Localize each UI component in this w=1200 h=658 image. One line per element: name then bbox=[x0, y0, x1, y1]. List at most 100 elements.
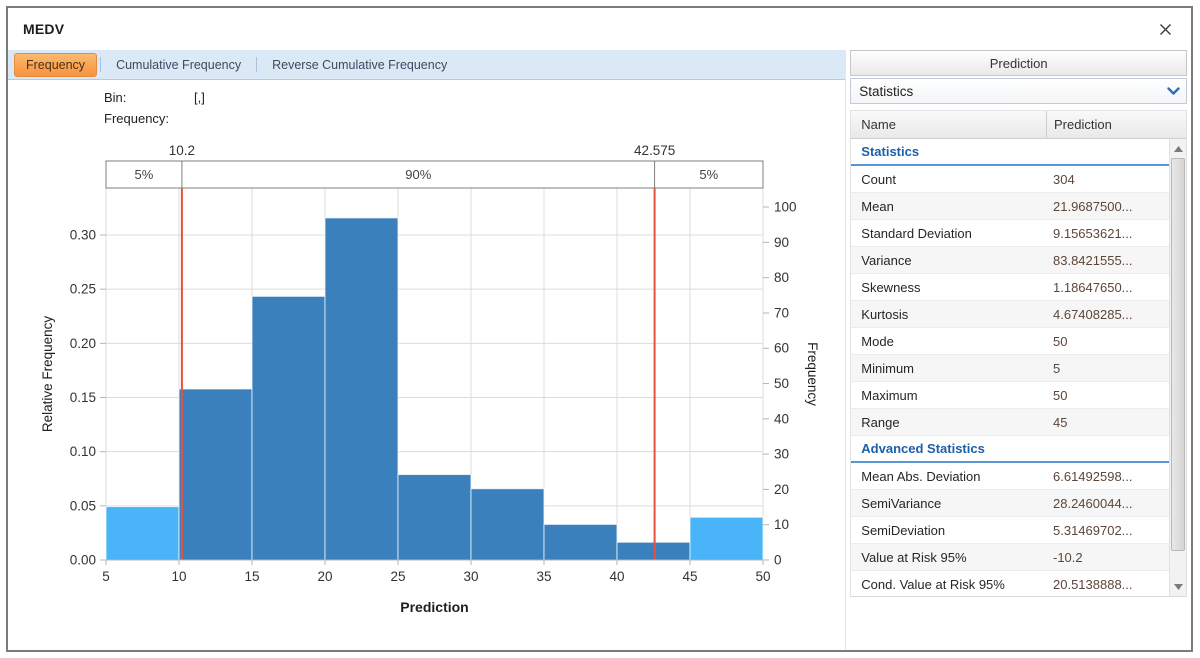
close-icon bbox=[1159, 23, 1171, 35]
y-right-tick-label: 90 bbox=[774, 235, 789, 250]
x-tick-label: 45 bbox=[682, 569, 697, 584]
main-area: Frequency Cumulative Frequency Reverse Cum… bbox=[8, 50, 1191, 650]
grid-body: Statistics Count 304 Mean 21.9687500... Stand… bbox=[851, 139, 1169, 596]
stat-value: 6.61492598... bbox=[1053, 468, 1133, 484]
y-right-tick-label: 80 bbox=[774, 270, 789, 285]
stat-value: 21.9687500... bbox=[1053, 198, 1133, 214]
stat-name: SemiVariance bbox=[861, 495, 942, 511]
y-left-tick-label: 0.20 bbox=[70, 336, 96, 351]
y-right-tick-label: 20 bbox=[774, 482, 789, 497]
prediction-column-header[interactable]: Prediction bbox=[850, 50, 1187, 76]
percentile-marker-value: 42.575 bbox=[634, 143, 675, 158]
histogram-bar[interactable] bbox=[178, 388, 253, 561]
y-left-tick-label: 0.30 bbox=[70, 228, 96, 243]
statistics-dropdown-value: Statistics bbox=[859, 83, 914, 99]
tab-frequency[interactable]: Frequency bbox=[14, 52, 98, 77]
table-row[interactable]: Variance 83.8421555... bbox=[851, 247, 1169, 274]
x-tick-label: 35 bbox=[536, 569, 551, 584]
y-right-tick-label: 50 bbox=[774, 376, 789, 391]
bin-label: Bin: bbox=[104, 90, 127, 105]
y-right-tick-label: 100 bbox=[774, 200, 797, 215]
stat-name: Skewness bbox=[861, 279, 921, 295]
stat-value: -10.2 bbox=[1053, 549, 1083, 565]
histogram-bar[interactable] bbox=[689, 516, 764, 561]
histogram-bar[interactable] bbox=[105, 506, 180, 561]
y-right-tick-label: 10 bbox=[774, 517, 789, 532]
y-right-tick-label: 30 bbox=[774, 447, 789, 462]
histogram-bar[interactable] bbox=[324, 217, 399, 561]
table-row[interactable]: Standard Deviation 9.15653621... bbox=[851, 220, 1169, 247]
y-left-tick-label: 0.05 bbox=[70, 498, 96, 513]
scroll-down-icon[interactable] bbox=[1170, 578, 1186, 595]
table-row[interactable]: Value at Risk 95% -10.2 bbox=[851, 544, 1169, 571]
table-row[interactable]: SemiDeviation 5.31469702... bbox=[851, 517, 1169, 544]
percentile-band bbox=[105, 160, 764, 189]
percentile-band-label: 5% bbox=[135, 167, 154, 182]
medv-window: MEDV Frequency Cumulative Frequency Revers… bbox=[6, 6, 1193, 652]
table-row[interactable]: Cond. Value at Risk 95% 20.5138888... bbox=[851, 571, 1169, 596]
table-row[interactable]: Kurtosis 4.67408285... bbox=[851, 301, 1169, 328]
bin-value: [,] bbox=[194, 90, 205, 105]
stat-value: 304 bbox=[1053, 171, 1075, 187]
histogram-bar[interactable] bbox=[251, 295, 326, 561]
table-row[interactable]: Maximum 50 bbox=[851, 382, 1169, 409]
y-right-tick-label: 60 bbox=[774, 341, 789, 356]
y-right-tick-label: 40 bbox=[774, 411, 789, 426]
x-tick-label: 25 bbox=[390, 569, 405, 584]
stat-value: 1.18647650... bbox=[1053, 279, 1133, 295]
table-row[interactable]: Mean Abs. Deviation 6.61492598... bbox=[851, 463, 1169, 490]
stat-name: Value at Risk 95% bbox=[861, 549, 967, 565]
close-button[interactable] bbox=[1154, 18, 1176, 40]
stat-name: Cond. Value at Risk 95% bbox=[861, 576, 1005, 592]
stat-name: Kurtosis bbox=[861, 306, 909, 322]
table-row[interactable]: Range 45 bbox=[851, 409, 1169, 436]
table-row[interactable]: Count 304 bbox=[851, 166, 1169, 193]
table-row[interactable]: Skewness 1.18647650... bbox=[851, 274, 1169, 301]
histogram-bar[interactable] bbox=[543, 523, 618, 561]
table-row[interactable]: Mode 50 bbox=[851, 328, 1169, 355]
stat-name: SemiDeviation bbox=[861, 522, 946, 538]
histogram-chart: 10.2 42.575 5% 90% 5% 5 10 15 20 25 30 35 40 45 50 0.00… bbox=[40, 143, 820, 615]
scrollbar-thumb[interactable] bbox=[1171, 158, 1185, 551]
column-header-name[interactable]: Name bbox=[861, 117, 896, 132]
y-left-tick-label: 0.25 bbox=[70, 282, 96, 297]
prediction-header-label: Prediction bbox=[989, 55, 1048, 71]
y-right-axis-title: Frequency bbox=[805, 342, 820, 406]
table-row[interactable]: Minimum 5 bbox=[851, 355, 1169, 382]
section-title: Statistics bbox=[861, 144, 920, 159]
stat-value: 45 bbox=[1053, 414, 1068, 430]
tab-separator bbox=[100, 57, 102, 72]
section-title: Advanced Statistics bbox=[861, 441, 985, 456]
stat-value: 9.15653621... bbox=[1053, 225, 1133, 241]
table-row[interactable]: Mean 21.9687500... bbox=[851, 193, 1169, 220]
tab-reverse-cumulative-frequency[interactable]: Reverse Cumulative Frequency bbox=[272, 57, 448, 72]
percentile-band-label: 90% bbox=[405, 167, 431, 182]
stat-value: 20.5138888... bbox=[1053, 576, 1133, 592]
histogram-bar[interactable] bbox=[616, 541, 691, 561]
y-left-tick-label: 0.10 bbox=[70, 444, 96, 459]
titlebar: MEDV bbox=[8, 8, 1191, 50]
y-left-tick-label: 0.00 bbox=[70, 553, 96, 568]
scroll-up-icon[interactable] bbox=[1170, 140, 1186, 157]
y-right-tick-label: 70 bbox=[774, 305, 789, 320]
stat-name: Variance bbox=[861, 252, 912, 268]
grid-scrollbar[interactable] bbox=[1169, 139, 1186, 596]
bin-frequency-readout: Bin: [,] Frequency: bbox=[104, 87, 205, 129]
y-left-tick-label: 0.15 bbox=[70, 390, 96, 405]
table-row[interactable]: SemiVariance 28.2460044... bbox=[851, 490, 1169, 517]
stat-value: 28.2460044... bbox=[1053, 495, 1133, 511]
histogram-bar[interactable] bbox=[397, 474, 472, 561]
tab-cumulative-frequency[interactable]: Cumulative Frequency bbox=[116, 57, 242, 72]
histogram-bar[interactable] bbox=[470, 488, 545, 561]
section-header-row: Statistics bbox=[851, 139, 1169, 166]
stat-value: 50 bbox=[1053, 387, 1068, 403]
section-header-row: Advanced Statistics bbox=[851, 436, 1169, 463]
chart-body: Bin: [,] Frequency: 10.2 42.575 5% 90% 5% 5 10… bbox=[8, 80, 846, 650]
statistics-dropdown[interactable]: Statistics bbox=[850, 78, 1187, 104]
x-tick-label: 40 bbox=[609, 569, 624, 584]
x-axis-title: Prediction bbox=[400, 599, 468, 615]
stat-name: Standard Deviation bbox=[861, 225, 972, 241]
x-tick-label: 20 bbox=[317, 569, 332, 584]
column-header-prediction[interactable]: Prediction bbox=[1046, 111, 1169, 138]
x-tick-label: 10 bbox=[171, 569, 186, 584]
